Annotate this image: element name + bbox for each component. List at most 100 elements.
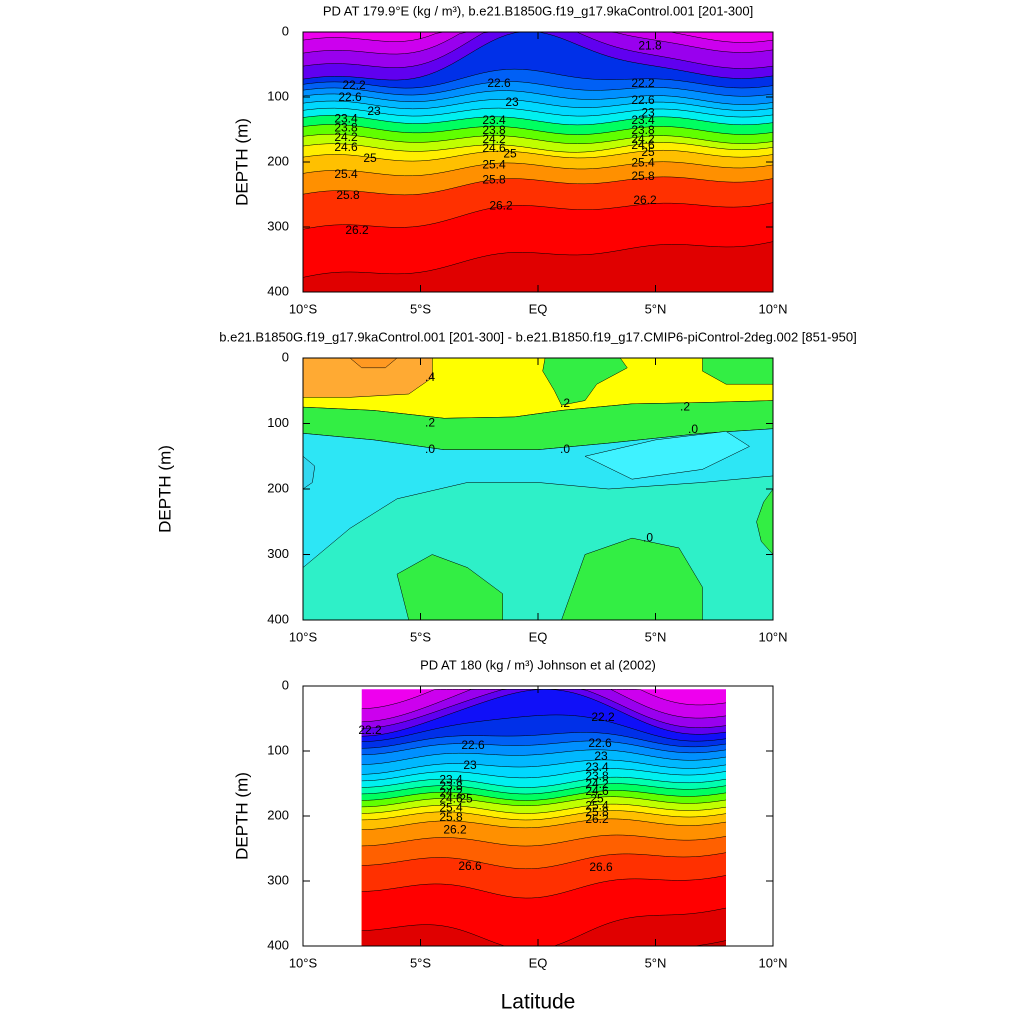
contour-label: 23.4	[482, 113, 506, 127]
contour-band	[361, 908, 726, 946]
y-tick-label: 300	[267, 218, 289, 233]
x-tick-label: 10°N	[758, 301, 787, 316]
contour-label: 23	[367, 104, 381, 118]
contour-line	[303, 161, 773, 177]
contour-line	[303, 142, 773, 153]
contour-label: 22.2	[342, 78, 366, 92]
y-tick-label: 200	[267, 153, 289, 168]
contour-line	[303, 176, 773, 196]
contour-label: 23.8	[482, 123, 506, 137]
contour-label: 23.4	[585, 760, 609, 774]
x-tick-label: 5°S	[410, 955, 431, 970]
chart-title: PD AT 180 (kg / m³) Johnson et al (2002)	[420, 657, 656, 672]
contour-region	[561, 537, 703, 620]
contour-line	[303, 107, 773, 118]
contour-label: .2	[425, 416, 435, 430]
contour-region	[584, 431, 751, 480]
contour-line	[303, 68, 773, 89]
y-axis-label: DEPTH (m)	[232, 772, 251, 860]
contour-label: 24.2	[482, 132, 506, 146]
contour-label: 22.2	[591, 710, 615, 724]
contour-label: 26.2	[585, 812, 609, 826]
chart-title: b.e21.B1850G.f19_g17.9kaControl.001 [201…	[219, 329, 856, 344]
contour-line	[361, 834, 727, 847]
contour-label: 23.4	[631, 113, 655, 127]
contour-label: 23	[641, 105, 655, 119]
contour-line	[361, 759, 727, 775]
contour-line	[303, 124, 773, 135]
contour-field	[361, 689, 727, 946]
contour-label: 22.2	[631, 76, 655, 90]
x-tick-label: 10°S	[289, 301, 318, 316]
contour-label: 24.6	[631, 138, 655, 152]
y-tick-label: 300	[267, 546, 289, 561]
contour-label: 25.8	[336, 188, 360, 202]
contour-label: 25	[503, 146, 517, 160]
contour-label: .2	[560, 396, 570, 410]
contour-label: 25	[459, 791, 473, 805]
contour-label: 24.6	[439, 791, 463, 805]
contour-label: 25.4	[631, 155, 655, 169]
contour-label: 22.6	[487, 76, 511, 90]
contour-label: .0	[560, 442, 570, 456]
contour-line	[361, 818, 727, 830]
contour-region	[396, 554, 503, 620]
contour-label: 25.4	[334, 167, 358, 181]
contour-label: 24.2	[631, 132, 655, 146]
contour-label: .4	[425, 370, 435, 384]
contour-line	[361, 732, 727, 749]
x-tick-label: EQ	[529, 955, 548, 970]
contour-line	[303, 90, 773, 105]
contour-label: 26.2	[633, 193, 657, 207]
contour-line	[303, 32, 773, 81]
contour-line	[361, 852, 727, 870]
x-tick-label: 10°S	[289, 955, 318, 970]
contour-region	[349, 358, 398, 369]
x-tick-label: EQ	[529, 301, 548, 316]
x-tick-label: 10°S	[289, 629, 318, 644]
contour-label: 23.8	[585, 769, 609, 783]
chart-title: PD AT 179.9°E (kg / m³), b.e21.B1850G.f1…	[323, 3, 753, 18]
contour-line	[303, 32, 773, 55]
y-tick-label: 200	[267, 480, 289, 495]
x-tick-label: 5°S	[410, 301, 431, 316]
y-tick-label: 0	[282, 349, 289, 364]
contour-label: .0	[688, 422, 698, 436]
y-tick-label: 0	[282, 23, 289, 38]
contour-field	[303, 32, 773, 292]
contour-line	[361, 796, 727, 808]
contour-label: .0	[643, 530, 653, 544]
x-tick-label: 10°N	[758, 955, 787, 970]
x-tick-label: 5°N	[645, 955, 667, 970]
y-tick-label: 400	[267, 283, 289, 298]
contour-label: 26.2	[489, 198, 513, 212]
y-tick-label: 300	[267, 872, 289, 887]
contour-line	[303, 241, 773, 278]
contour-label: 22.6	[461, 738, 485, 752]
contour-label: 23.4	[334, 111, 358, 125]
contour-line	[303, 32, 773, 69]
contour-label: 25.8	[585, 805, 609, 819]
contour-line	[303, 115, 773, 126]
contour-label: 26.6	[589, 860, 613, 874]
y-tick-label: 100	[267, 415, 289, 430]
contour-band	[303, 241, 773, 292]
y-tick-label: 0	[282, 677, 289, 692]
contour-label: 22.2	[358, 723, 382, 737]
contour-region	[756, 488, 773, 555]
x-tick-label: 5°N	[645, 629, 667, 644]
contour-label: 25	[590, 791, 604, 805]
x-tick-label: EQ	[529, 629, 548, 644]
x-tick-label: 10°N	[758, 629, 787, 644]
contour-region	[542, 358, 628, 406]
contour-label: 22.6	[588, 736, 612, 750]
contour-label: 25.4	[482, 157, 506, 171]
contour-line	[361, 790, 727, 801]
contour-line	[303, 149, 773, 162]
contour-label: 22.6	[338, 90, 362, 104]
y-tick-label: 400	[267, 937, 289, 952]
contour-label: 25	[641, 145, 655, 159]
x-tick-label: 5°S	[410, 629, 431, 644]
contour-label: 23	[463, 758, 477, 772]
